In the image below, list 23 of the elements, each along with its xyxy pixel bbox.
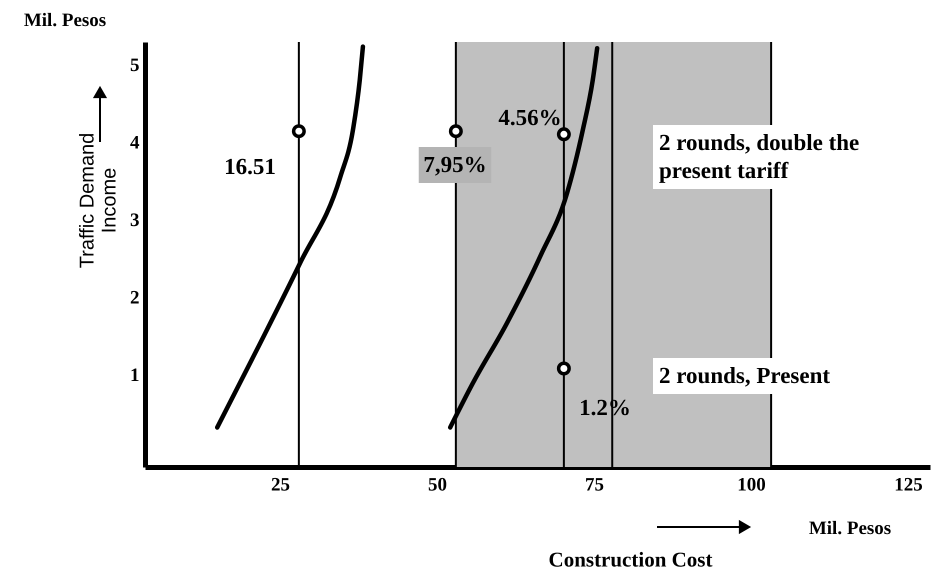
- x-tick-label: 25: [271, 474, 290, 496]
- annotation: 4.56%: [498, 105, 562, 130]
- point: [448, 124, 463, 138]
- x-tick-label: 75: [585, 474, 604, 496]
- point: [556, 362, 571, 376]
- annotation: 2 rounds, double the present tariff: [659, 130, 860, 183]
- annotation: 2 rounds, Present: [659, 363, 830, 388]
- y-tick-label: 3: [130, 210, 140, 232]
- point: [292, 124, 306, 138]
- y-axis-title: Traffic Demand Income: [76, 132, 120, 268]
- x-tick-label: 100: [737, 474, 766, 496]
- x-tick-label: 125: [894, 474, 923, 496]
- x-axis-title: Construction Cost: [548, 548, 712, 572]
- y-tick-label: 2: [130, 288, 140, 309]
- y-tick-label: 1: [130, 365, 140, 386]
- y-tick-label: 5: [130, 54, 140, 76]
- annotation: 16.51: [224, 154, 276, 179]
- text: Mil. Pesos: [24, 10, 106, 31]
- y-tick-label: 4: [130, 132, 140, 154]
- x-tick-label: 50: [428, 474, 448, 496]
- point: [556, 127, 571, 142]
- text: Mil. Pesos: [808, 518, 892, 539]
- annotation: 7,95%: [423, 152, 487, 177]
